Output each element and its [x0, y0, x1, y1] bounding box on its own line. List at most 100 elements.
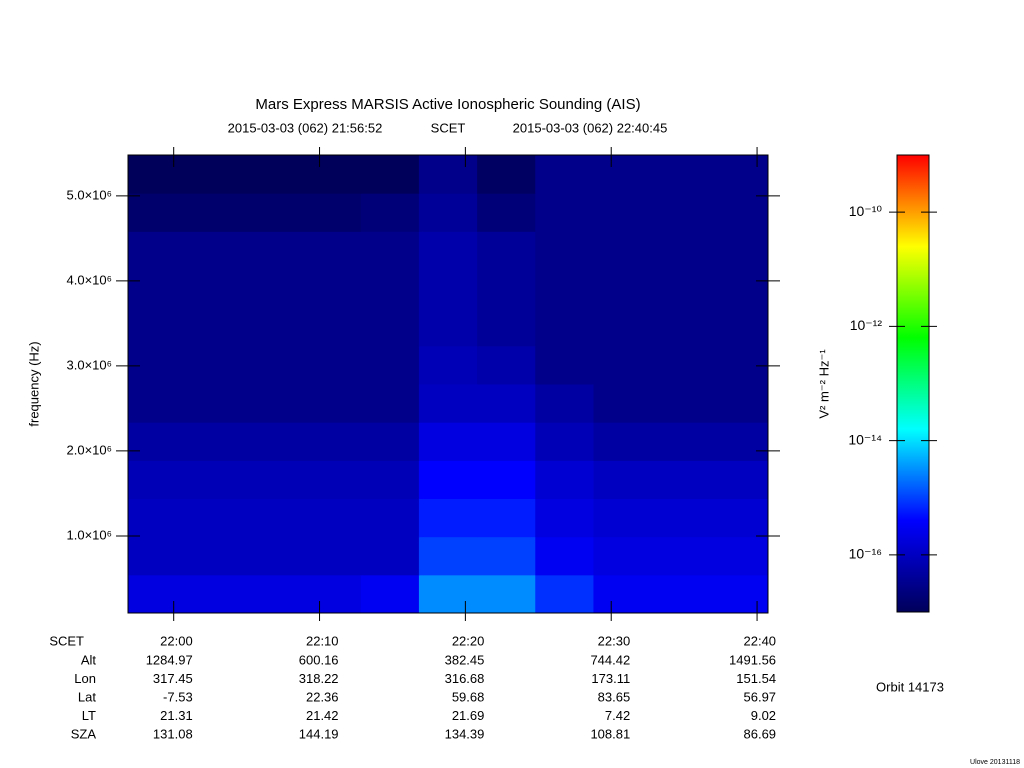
heatmap-cell: [244, 384, 304, 423]
x-tick-label: 22:40: [744, 633, 777, 648]
heatmap-cell: [593, 307, 653, 347]
heatmap-cell: [477, 574, 536, 614]
row-value: 316.68: [445, 671, 485, 686]
heatmap-cell: [709, 345, 769, 385]
row-value: 21.31: [160, 708, 193, 723]
y-tick-label: 2.0×10⁶: [67, 442, 112, 457]
heatmap-cell: [302, 498, 362, 538]
heatmap-cell: [535, 536, 594, 576]
heatmap-cell: [593, 269, 653, 309]
heatmap-cell: [477, 307, 536, 347]
row-label: Lat: [78, 689, 96, 704]
heatmap-cell: [360, 536, 420, 576]
heatmap-cell: [128, 498, 187, 538]
heatmap-cell: [186, 384, 245, 423]
heatmap-cell: [360, 460, 420, 499]
heatmap-cell: [418, 193, 478, 232]
heatmap-cell: [593, 193, 653, 232]
heatmap-cell: [651, 574, 711, 614]
heatmap-cell: [128, 193, 187, 232]
heatmap-cell: [418, 422, 478, 461]
row-label: LT: [82, 708, 96, 723]
heatmap-cell: [709, 155, 769, 194]
heatmap-cell: [244, 231, 304, 270]
colorbar-tick-label: 10⁻¹²: [850, 317, 883, 333]
heatmap-cell: [651, 536, 711, 576]
heatmap-cell: [128, 536, 187, 576]
heatmap-cell: [477, 193, 536, 232]
heatmap-cell: [302, 231, 362, 270]
heatmap-cell: [186, 422, 245, 461]
heatmap-cell: [535, 460, 594, 499]
row-value: 131.08: [153, 726, 193, 741]
heatmap-cell: [593, 460, 653, 499]
heatmap-cell: [593, 155, 653, 194]
heatmap-cell: [535, 269, 594, 309]
row-value: 173.11: [591, 671, 630, 686]
heatmap-cell: [418, 384, 478, 423]
orbit-label: Orbit 14173: [876, 679, 944, 694]
heatmap-cell: [128, 460, 187, 499]
row-value: 744.42: [590, 652, 630, 667]
row-value: 9.02: [751, 708, 776, 723]
heatmap-cell: [360, 422, 420, 461]
row-value: -7.53: [163, 689, 193, 704]
heatmap-cell: [302, 574, 362, 614]
heatmap-cell: [186, 193, 245, 232]
heatmap-cell: [651, 384, 711, 423]
heatmap-cell: [186, 269, 245, 309]
heatmap-cell: [360, 155, 420, 194]
heatmap-cell: [244, 574, 304, 614]
y-tick-label: 5.0×10⁶: [67, 187, 112, 202]
heatmap-cell: [593, 574, 653, 614]
heatmap-cell: [651, 345, 711, 385]
heatmap-cell: [360, 231, 420, 270]
row-label: SZA: [71, 726, 97, 741]
heatmap-cell: [186, 498, 245, 538]
row-value: 86.69: [744, 726, 777, 741]
y-axis-label: frequency (Hz): [26, 341, 41, 426]
row-value: 108.81: [590, 726, 630, 741]
chart-title: Mars Express MARSIS Active Ionospheric S…: [255, 96, 640, 113]
heatmap-cell: [651, 155, 711, 194]
heatmap-cell: [128, 155, 187, 194]
heatmap-cell: [477, 460, 536, 499]
heatmap-cell: [593, 345, 653, 385]
heatmap-cell: [535, 307, 594, 347]
heatmap-cell: [593, 498, 653, 538]
heatmap-cell: [709, 574, 769, 614]
heatmap-cell: [418, 574, 478, 614]
row-label: Alt: [81, 652, 97, 667]
heatmap-cell: [244, 307, 304, 347]
heatmap-cell: [709, 460, 769, 499]
row-value: 134.39: [445, 726, 485, 741]
heatmap-cell: [593, 384, 653, 423]
heatmap-cell: [477, 422, 536, 461]
heatmap-cell: [128, 345, 187, 385]
end-time: 2015-03-03 (062) 22:40:45: [513, 120, 668, 135]
heatmap-cell: [593, 536, 653, 576]
heatmap-cell: [244, 498, 304, 538]
heatmap-cell: [477, 498, 536, 538]
heatmap-cell: [709, 269, 769, 309]
x-tick-label: 22:00: [160, 633, 193, 648]
heatmap-cell: [535, 574, 594, 614]
heatmap-cell: [535, 498, 594, 538]
heatmap-cell: [477, 155, 536, 194]
heatmap-cell: [593, 422, 653, 461]
row-value: 22.36: [306, 689, 339, 704]
heatmap-cell: [418, 231, 478, 270]
colorbar-tick-label: 10⁻¹⁴: [848, 431, 882, 447]
y-tick-label: 1.0×10⁶: [67, 527, 112, 542]
heatmap-cell: [418, 498, 478, 538]
heatmap-cell: [244, 193, 304, 232]
row-value: 21.69: [452, 708, 485, 723]
heatmap-cell: [360, 384, 420, 423]
heatmap-cell: [302, 536, 362, 576]
row-value: 21.42: [306, 708, 339, 723]
heatmap-cell: [651, 193, 711, 232]
heatmap-cell: [535, 422, 594, 461]
heatmap-cell: [651, 307, 711, 347]
heatmap-cell: [302, 460, 362, 499]
heatmap-cell: [244, 155, 304, 194]
